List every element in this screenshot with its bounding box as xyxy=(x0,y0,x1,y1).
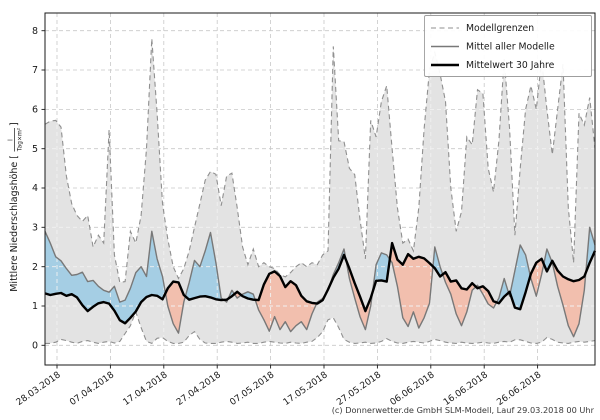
x-axis-tick-labels: 28.03.2018 07.04.2018 17.04.2018 27.04.2018… xyxy=(15,370,544,408)
x-tick-label: 26.06.2018 xyxy=(495,370,543,408)
y-tick-label: 4 xyxy=(32,183,38,194)
legend-label: Modellgrenzen xyxy=(466,23,534,34)
legend-label: Mittelwert 30 Jahre xyxy=(466,60,555,71)
y-axis-label-text: Mittlere Niederschlagshöhe [ xyxy=(9,155,20,292)
fill-model-above-climate xyxy=(45,231,166,324)
fill-model-below-climate xyxy=(442,272,476,326)
plot-border xyxy=(44,12,596,366)
model-mean-path xyxy=(44,226,596,338)
y-axis-label-fraction-numerator: l xyxy=(8,139,15,141)
y-axis-label-fraction-denominator: Tag×m² xyxy=(17,127,24,152)
y-axis-label: Mittlere Niederschlagshöhe [ l Tag×m² ] xyxy=(8,122,24,291)
model-range-band xyxy=(45,38,595,344)
x-tick-label: 16.06.2018 xyxy=(442,370,490,408)
fill-model-above-climate xyxy=(372,252,390,293)
legend-item-mittel-aller-modelle: Mittel aller Modelle xyxy=(431,42,555,53)
y-tick-label: 6 xyxy=(32,105,38,116)
legend-box xyxy=(424,15,592,77)
x-tick-label: 27.04.2018 xyxy=(175,370,223,408)
climate-mean-path xyxy=(44,241,597,325)
x-tick-label: 28.03.2018 xyxy=(15,370,63,408)
fill-model-below-climate xyxy=(479,286,497,308)
y-tick-label: 3 xyxy=(32,223,38,234)
legend-item-modellgrenzen: Modellgrenzen xyxy=(431,23,534,34)
y-tick-label: 1 xyxy=(32,301,38,312)
y-tick-label: 7 xyxy=(32,65,38,76)
x-tick-label: 17.05.2018 xyxy=(282,370,330,408)
y-axis-tick-labels: 0 1 2 3 4 5 6 7 8 xyxy=(32,26,38,352)
fill-model-above-climate xyxy=(185,232,224,301)
y-tick-label: 0 xyxy=(32,341,38,352)
y-axis-label-suffix: ] xyxy=(9,122,20,126)
y-tick-label: 8 xyxy=(32,26,38,37)
x-tick-label: 07.05.2018 xyxy=(228,370,276,408)
model-range-band-area xyxy=(45,38,595,344)
axis-ticks xyxy=(41,30,539,369)
model-upper-bound-line xyxy=(44,38,596,284)
legend-item-mittelwert-30-jahre: Mittelwert 30 Jahre xyxy=(431,60,555,71)
model-mean-line xyxy=(44,226,596,338)
x-tick-label: 27.05.2018 xyxy=(335,370,383,408)
x-tick-label: 06.06.2018 xyxy=(389,370,437,408)
model-lower-bound-line xyxy=(45,310,596,345)
fill-model-below-climate xyxy=(389,243,433,328)
climate-mean-line xyxy=(44,241,597,325)
fill-model-below-climate xyxy=(551,260,586,337)
x-tick-label: 07.04.2018 xyxy=(68,370,116,408)
legend-label: Mittel aller Modelle xyxy=(466,42,555,53)
axes-frame xyxy=(44,12,596,366)
y-tick-label: 2 xyxy=(32,262,38,273)
model-bounds-lines xyxy=(44,38,596,345)
footer-credit: (c) Donnerwetter.de GmbH SLM-Modell, Lau… xyxy=(332,405,595,415)
x-tick-label: 17.04.2018 xyxy=(122,370,170,408)
y-tick-label: 5 xyxy=(32,144,38,155)
legend: Modellgrenzen Mittel aller Modelle Mitte… xyxy=(424,15,592,77)
